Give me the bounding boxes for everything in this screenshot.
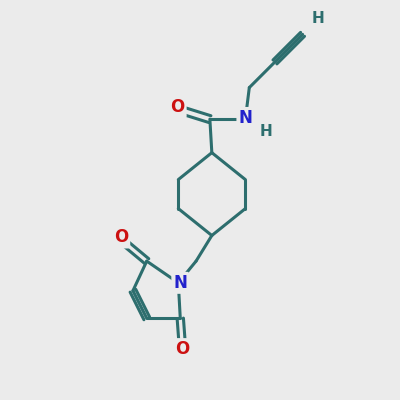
- Text: H: H: [312, 11, 325, 26]
- Text: O: O: [175, 340, 189, 358]
- Text: H: H: [260, 124, 272, 139]
- Text: O: O: [170, 98, 185, 116]
- Text: O: O: [114, 228, 128, 246]
- Text: N: N: [173, 274, 187, 292]
- Text: N: N: [238, 109, 252, 127]
